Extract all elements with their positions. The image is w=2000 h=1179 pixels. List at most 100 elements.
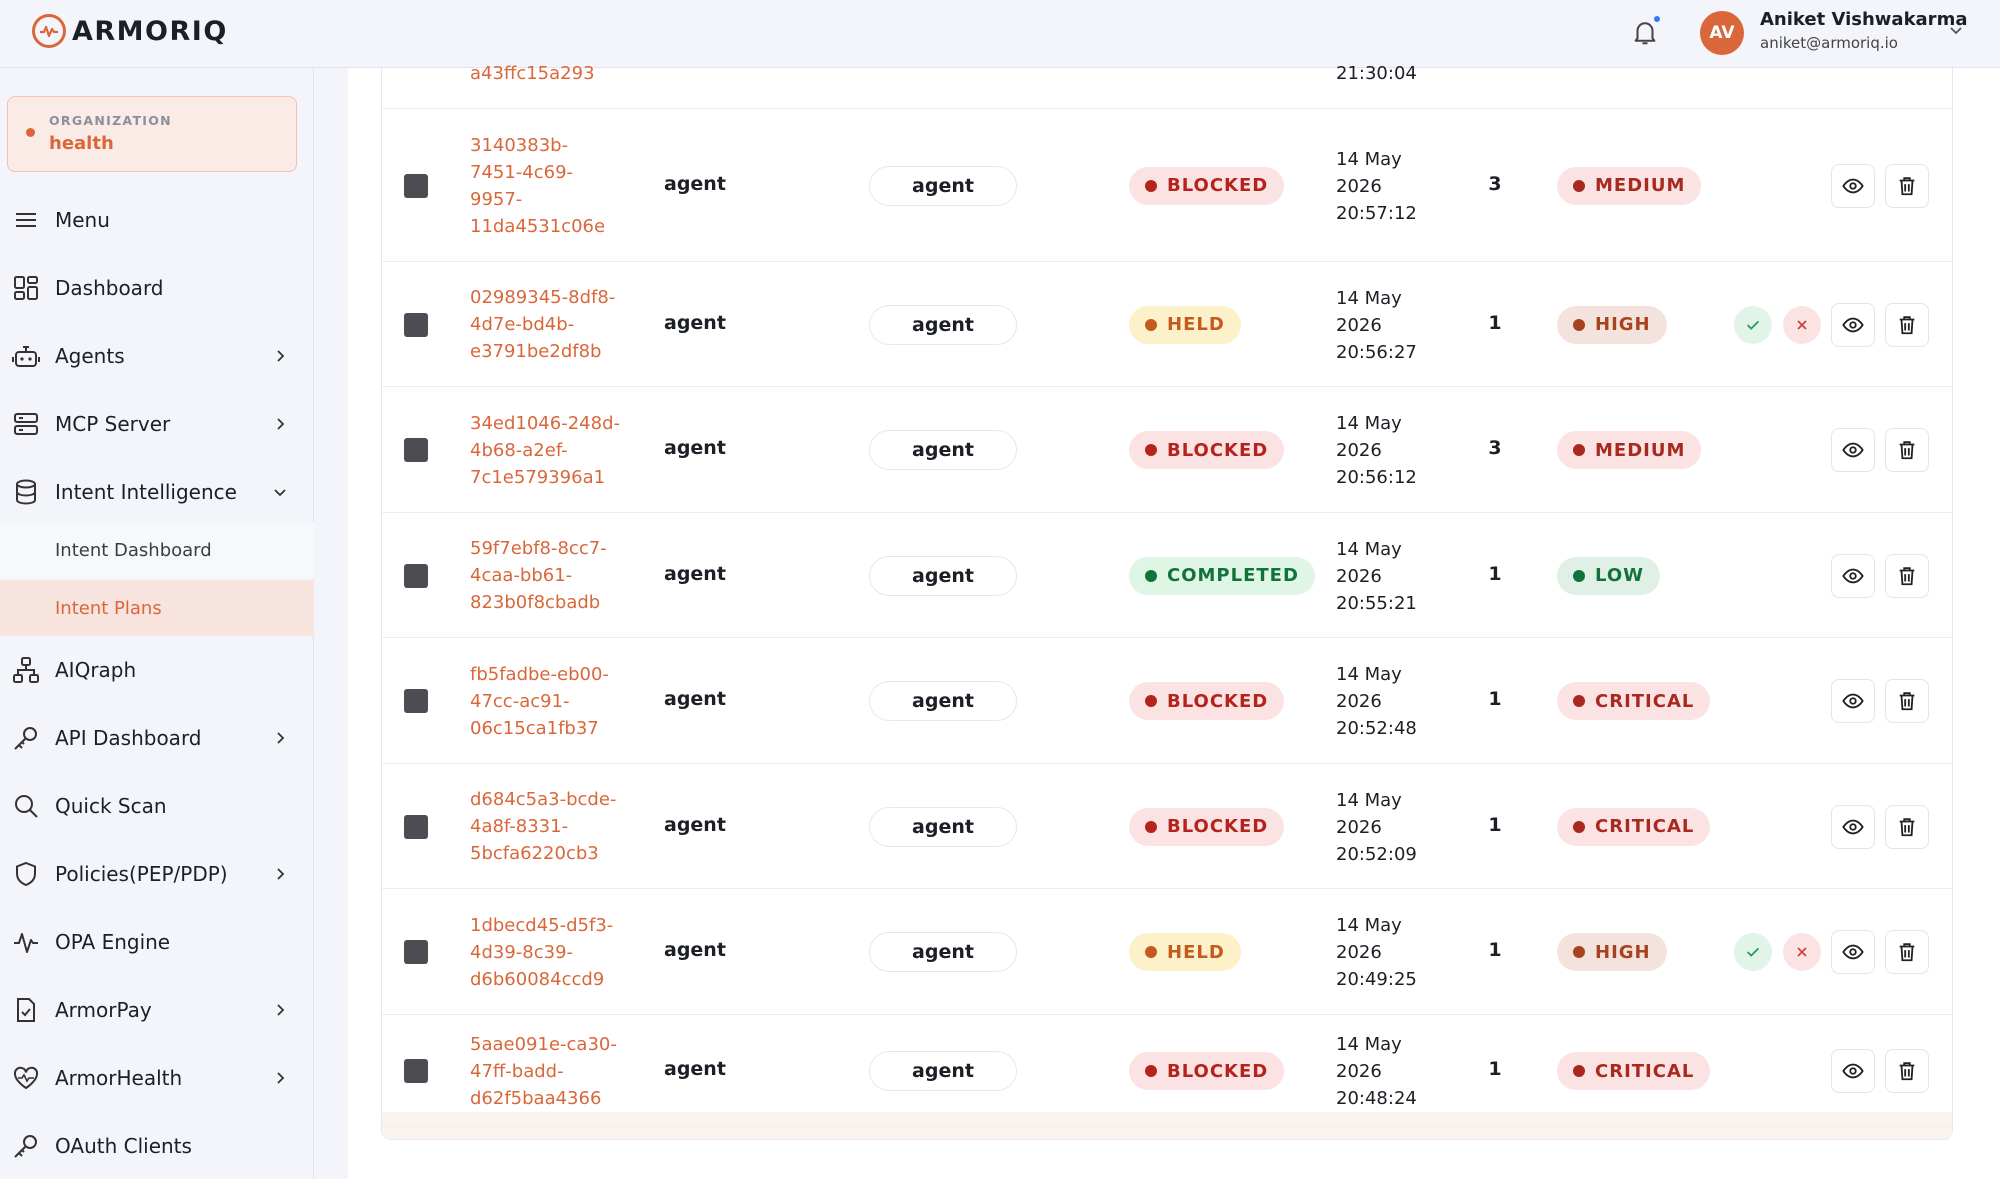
brand-logo[interactable]: ARMORIQ xyxy=(32,14,228,48)
table-row[interactable]: 34ed1046-248d- 4b68-a2ef- 7c1e579396a1 agen… xyxy=(382,387,1952,513)
table-row[interactable]: 5aae091e-ca30- 47ff-badd-d62f5baa4366 agen… xyxy=(382,1015,1952,1127)
sidebar-item-api-dashboard[interactable]: API Dashboard xyxy=(0,713,314,763)
view-button[interactable] xyxy=(1831,930,1875,974)
row-checkbox[interactable] xyxy=(404,814,428,839)
delete-button[interactable] xyxy=(1885,428,1929,472)
agent-chip[interactable]: agent xyxy=(869,681,1017,721)
table-row[interactable]: 3140383b- 7451-4c69- 9957- 11da4531c06e agen… xyxy=(382,109,1952,262)
sidebar-item-mcp-server[interactable]: MCP Server xyxy=(0,399,314,449)
delete-button[interactable] xyxy=(1885,930,1929,974)
delete-button[interactable] xyxy=(1885,1049,1929,1093)
timestamp-line: 20:56:12 xyxy=(1336,467,1417,488)
agent-chip[interactable]: agent xyxy=(869,430,1017,470)
row-checkbox[interactable] xyxy=(404,438,428,462)
table-row[interactable]: a43ffc15a293 21:30:04 xyxy=(382,63,1952,109)
delete-button[interactable] xyxy=(1885,553,1929,598)
sidebar-item-oauth-clients[interactable]: OAuth Clients xyxy=(0,1121,314,1171)
risk-label: MEDIUM xyxy=(1595,439,1686,461)
plan-timestamp: 14 May 2026 20:48:24 xyxy=(1336,1031,1417,1112)
view-button[interactable] xyxy=(1831,302,1875,347)
plan-timestamp: 21:30:04 xyxy=(1336,63,1417,84)
agent-chip[interactable]: agent xyxy=(869,1051,1017,1091)
row-checkbox[interactable] xyxy=(404,312,428,337)
view-button[interactable] xyxy=(1831,163,1875,208)
risk-label: MEDIUM xyxy=(1595,175,1686,196)
delete-button[interactable] xyxy=(1885,302,1929,347)
chevron-right-icon xyxy=(277,732,285,744)
status-badge: BLOCKED xyxy=(1129,431,1285,469)
dashboard-icon xyxy=(14,276,38,300)
view-button[interactable] xyxy=(1831,804,1875,849)
table-row[interactable]: 1dbecd45-d5f3- 4d39-8c39- d6b60084ccd9 agen… xyxy=(382,889,1952,1015)
status-label: BLOCKED xyxy=(1167,690,1269,712)
avatar[interactable]: AV xyxy=(1700,11,1744,55)
eye-icon xyxy=(1842,178,1864,193)
key-icon xyxy=(14,727,37,750)
delete-button[interactable] xyxy=(1885,163,1929,208)
approve-button[interactable] xyxy=(1734,933,1772,971)
agent-chip[interactable]: agent xyxy=(869,555,1017,596)
risk-label: CRITICAL xyxy=(1595,690,1695,712)
org-name: health xyxy=(49,133,114,154)
sidebar-item-intent-intelligence[interactable]: Intent Intelligence xyxy=(0,467,314,517)
timestamp-line: 20:49:25 xyxy=(1336,969,1417,990)
plan-id-line: 9957- xyxy=(470,188,523,210)
approve-button[interactable] xyxy=(1734,305,1772,344)
view-button[interactable] xyxy=(1831,1049,1875,1093)
plan-id-link[interactable]: 1dbecd45-d5f3- 4d39-8c39- d6b60084ccd9 xyxy=(470,912,630,993)
table-row[interactable]: d684c5a3-bcde- 4a8f-8331- 5bcfa6220cb3 agen… xyxy=(382,764,1952,889)
sidebar-item-opa-engine[interactable]: OPA Engine xyxy=(0,917,314,967)
sidebar-item-armorhealth[interactable]: ArmorHealth xyxy=(0,1053,314,1103)
plan-id-link[interactable]: 3140383b- 7451-4c69- 9957- 11da4531c06e xyxy=(470,132,630,240)
plan-id-line: 02989345-8df8- xyxy=(470,287,616,308)
plan-id-link[interactable]: 34ed1046-248d- 4b68-a2ef- 7c1e579396a1 xyxy=(470,410,630,491)
sidebar-item-quick-scan[interactable]: Quick Scan xyxy=(0,781,314,831)
reject-button[interactable] xyxy=(1783,305,1821,344)
sidebar-item-intent-dashboard[interactable]: Intent Dashboard xyxy=(0,522,314,578)
timestamp-line: 14 May xyxy=(1336,664,1402,685)
sidebar-item-aiqraph[interactable]: AIQraph xyxy=(0,645,314,695)
sidebar-item-policies[interactable]: Policies(PEP/PDP) xyxy=(0,849,314,899)
delete-button[interactable] xyxy=(1885,679,1929,723)
table-row[interactable]: 02989345-8df8- 4d7e-bd4b-e3791be2df8b agen… xyxy=(382,262,1952,387)
sidebar-item-menu[interactable]: Menu xyxy=(0,195,314,245)
sidebar-item-label: Intent Plans xyxy=(55,597,162,619)
agent-chip[interactable]: agent xyxy=(869,165,1017,206)
table-row[interactable]: 59f7ebf8-8cc7- 4caa-bb61- 823b0f8cbadb agen… xyxy=(382,513,1952,638)
plan-type: agent xyxy=(664,437,726,459)
reject-button[interactable] xyxy=(1783,933,1821,971)
agent-chip[interactable]: agent xyxy=(869,806,1017,847)
close-icon xyxy=(1797,947,1807,957)
timestamp-line: 2026 xyxy=(1336,942,1382,963)
chevron-down-icon[interactable] xyxy=(1946,20,1966,40)
organization-switcher[interactable]: ORGANIZATION health xyxy=(7,96,297,172)
sidebar-item-label: OAuth Clients xyxy=(55,1134,192,1158)
plan-id-link[interactable]: 02989345-8df8- 4d7e-bd4b-e3791be2df8b xyxy=(470,284,630,365)
key-icon xyxy=(14,1135,37,1158)
trash-icon xyxy=(1899,943,1915,962)
row-checkbox[interactable] xyxy=(404,689,428,713)
notifications-button[interactable] xyxy=(1630,14,1662,48)
view-button[interactable] xyxy=(1831,679,1875,723)
step-count: 1 xyxy=(1488,311,1502,334)
row-checkbox[interactable] xyxy=(404,173,428,198)
row-checkbox[interactable] xyxy=(404,1059,428,1083)
plan-id-link[interactable]: 5aae091e-ca30- 47ff-badd-d62f5baa4366 xyxy=(470,1031,630,1112)
plan-id-link[interactable]: a43ffc15a293 xyxy=(470,63,595,84)
row-checkbox[interactable] xyxy=(404,563,428,588)
row-checkbox[interactable] xyxy=(404,940,428,964)
table-row[interactable]: fb5fadbe-eb00- 47cc-ac91- 06c15ca1fb37 agen… xyxy=(382,638,1952,764)
plan-id-link[interactable]: 59f7ebf8-8cc7- 4caa-bb61- 823b0f8cbadb xyxy=(470,535,630,616)
plan-id-link[interactable]: fb5fadbe-eb00- 47cc-ac91- 06c15ca1fb37 xyxy=(470,661,630,742)
view-button[interactable] xyxy=(1831,428,1875,472)
agent-chip[interactable]: agent xyxy=(869,304,1017,345)
sidebar-item-armorpay[interactable]: ArmorPay xyxy=(0,985,314,1035)
step-count: 1 xyxy=(1488,939,1502,961)
plan-id-link[interactable]: d684c5a3-bcde- 4a8f-8331- 5bcfa6220cb3 xyxy=(470,786,630,867)
view-button[interactable] xyxy=(1831,553,1875,598)
sidebar-item-agents[interactable]: Agents xyxy=(0,331,314,381)
sidebar-item-dashboard[interactable]: Dashboard xyxy=(0,263,314,313)
sidebar-item-intent-plans[interactable]: Intent Plans xyxy=(0,580,314,636)
delete-button[interactable] xyxy=(1885,804,1929,849)
agent-chip[interactable]: agent xyxy=(869,932,1017,972)
